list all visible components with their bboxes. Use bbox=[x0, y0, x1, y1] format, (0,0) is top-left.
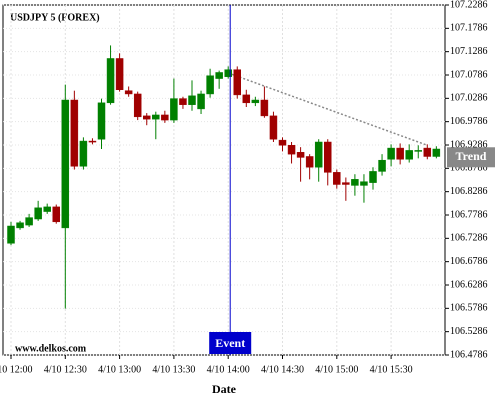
candle-body bbox=[16, 222, 24, 229]
y-tick-label: 106.6286 bbox=[450, 279, 488, 290]
candle-body bbox=[314, 141, 323, 168]
trend-label: Trend bbox=[456, 149, 487, 163]
candle-body bbox=[278, 139, 287, 146]
y-tick-label: 106.5286 bbox=[450, 326, 488, 337]
event-label: Event bbox=[215, 336, 245, 350]
y-tick-label: 107.0286 bbox=[450, 93, 488, 104]
candle-body bbox=[52, 206, 60, 223]
x-tick-label: 4/10 14:30 bbox=[261, 364, 304, 375]
candle-body bbox=[423, 147, 432, 157]
candle-body bbox=[351, 179, 359, 186]
y-tick-label: 107.0786 bbox=[450, 69, 488, 80]
trend-line bbox=[227, 72, 428, 146]
candle-body bbox=[333, 172, 341, 185]
y-tick-label: 106.8786 bbox=[450, 163, 488, 174]
x-tick-label: 4/10 13:00 bbox=[98, 364, 141, 375]
candle-body bbox=[197, 93, 205, 110]
y-tick-label: 106.7286 bbox=[450, 233, 488, 244]
y-tick-label: 106.5786 bbox=[450, 303, 488, 314]
candle-body bbox=[342, 182, 350, 185]
x-tick-label: 4/10 13:30 bbox=[152, 364, 195, 375]
x-tick-label: 4/10 14:00 bbox=[207, 364, 250, 375]
candle-body bbox=[43, 206, 51, 212]
x-tick-label: 4/10 15:30 bbox=[370, 364, 413, 375]
y-tick-label: 106.6786 bbox=[450, 256, 488, 267]
candle-body bbox=[378, 159, 386, 172]
watermark: www.delkos.com bbox=[15, 343, 87, 354]
candle-body bbox=[161, 114, 169, 121]
candle-body bbox=[215, 72, 223, 79]
candle-body bbox=[179, 98, 187, 105]
x-tick-label: 4/10 15:00 bbox=[315, 364, 358, 375]
y-tick-label: 106.4786 bbox=[450, 349, 488, 360]
candle-body bbox=[97, 102, 106, 140]
candle-body bbox=[124, 90, 133, 95]
candle-body bbox=[287, 145, 296, 155]
y-tick-label: 106.9286 bbox=[450, 139, 488, 150]
plot-frame bbox=[2, 4, 446, 356]
x-axis-title: Date bbox=[212, 382, 237, 396]
y-tick-label: 107.1786 bbox=[450, 23, 488, 34]
candle-body bbox=[143, 115, 151, 120]
candle-body bbox=[324, 141, 332, 173]
candle-body bbox=[70, 99, 79, 167]
candle-body bbox=[387, 147, 395, 160]
candle-body bbox=[188, 95, 196, 105]
candle-body bbox=[106, 58, 115, 104]
candle-body bbox=[305, 156, 314, 168]
candle-body bbox=[25, 217, 33, 226]
candle-body bbox=[242, 94, 251, 104]
y-tick-label: 106.8286 bbox=[450, 186, 488, 197]
candle-body bbox=[396, 147, 404, 160]
candle-body bbox=[7, 225, 15, 244]
candle-body bbox=[405, 150, 413, 160]
candle-body bbox=[251, 99, 260, 104]
y-tick-label: 106.9786 bbox=[450, 116, 488, 127]
candle-body bbox=[152, 114, 160, 120]
candle-body bbox=[432, 148, 441, 157]
candle-body bbox=[224, 69, 232, 77]
y-tick-label: 107.1286 bbox=[450, 46, 488, 57]
candle-body bbox=[296, 152, 305, 158]
candle-body bbox=[206, 75, 214, 95]
chart-title: USDJPY 5 (FOREX) bbox=[10, 12, 100, 23]
candle-body bbox=[133, 93, 142, 118]
x-tick-label: 4/10 12:30 bbox=[44, 364, 87, 375]
candle-body bbox=[170, 98, 178, 121]
trend-box bbox=[447, 147, 495, 168]
candle-body bbox=[34, 207, 42, 220]
event-box bbox=[209, 332, 252, 354]
candle-body bbox=[360, 181, 368, 186]
candle-body bbox=[88, 140, 97, 143]
candle-body bbox=[61, 99, 70, 229]
candle-body bbox=[260, 99, 269, 117]
candle-body bbox=[369, 171, 377, 183]
y-tick-label: 107.2286 bbox=[450, 0, 488, 10]
candle-body bbox=[269, 115, 278, 140]
candle-body bbox=[79, 140, 88, 167]
candle-body bbox=[115, 58, 124, 90]
candle-body bbox=[414, 150, 422, 152]
x-tick-label: 4/10 12:00 bbox=[0, 364, 33, 375]
y-tick-label: 106.7786 bbox=[450, 209, 488, 220]
candle-body bbox=[233, 69, 241, 96]
